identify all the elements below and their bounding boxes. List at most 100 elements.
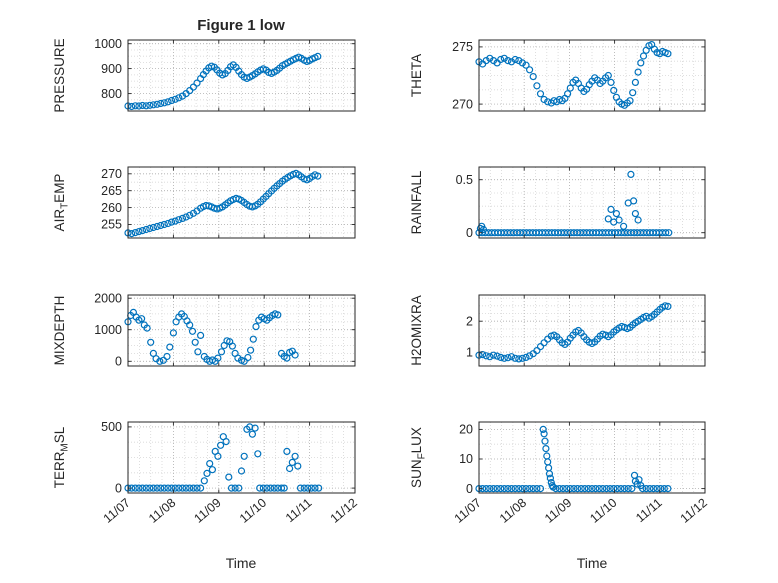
xlabel-time-right: Time bbox=[577, 555, 608, 571]
y-tick-label: 0 bbox=[115, 481, 122, 495]
data-point-marker bbox=[196, 484, 205, 492]
ylabel-text: MIXDEPTH bbox=[52, 296, 67, 366]
data-point-marker bbox=[486, 353, 494, 361]
data-point-marker bbox=[283, 354, 291, 362]
minor-grid bbox=[127, 295, 356, 366]
data-point-marker bbox=[602, 484, 611, 493]
tick-marks bbox=[478, 295, 706, 366]
data-point-marker bbox=[540, 95, 548, 104]
data-point-marker bbox=[164, 219, 172, 228]
data-point-marker bbox=[504, 57, 512, 65]
data-point-marker bbox=[231, 484, 239, 492]
data-point-marker bbox=[228, 342, 237, 350]
data-point-marker bbox=[581, 484, 589, 493]
data-point-marker bbox=[280, 484, 288, 492]
data-point-marker bbox=[311, 484, 319, 492]
data-points-sun-flux bbox=[475, 425, 672, 493]
x-tick-label: 11/09 bbox=[191, 496, 223, 526]
ylabel-text: AIR bbox=[52, 209, 67, 232]
axes-box bbox=[127, 39, 356, 112]
data-point-marker bbox=[617, 484, 625, 493]
data-point-marker bbox=[639, 484, 647, 493]
data-point-marker bbox=[160, 220, 168, 229]
data-point-marker bbox=[237, 467, 246, 475]
data-point-marker bbox=[274, 311, 282, 319]
data-point-marker bbox=[497, 484, 505, 493]
data-point-marker bbox=[256, 484, 264, 492]
data-point-marker bbox=[156, 357, 164, 365]
data-point-marker bbox=[631, 78, 639, 87]
data-point-marker bbox=[246, 346, 255, 354]
data-point-marker bbox=[610, 86, 618, 95]
y-tick-label: 10 bbox=[459, 452, 473, 466]
y-tick-label: 20 bbox=[459, 423, 473, 437]
y-tick-label: 2 bbox=[466, 314, 473, 328]
data-point-marker bbox=[482, 484, 490, 493]
data-point-marker bbox=[153, 484, 161, 492]
data-point-marker bbox=[291, 452, 299, 460]
data-point-marker bbox=[214, 452, 222, 460]
subplot-terr-msl: 0 500 11/07 11/08 11/09 11/10 11/11 11/12 bbox=[101, 420, 360, 526]
data-point-marker bbox=[300, 484, 308, 492]
ylabel-text: TERR bbox=[52, 451, 67, 488]
data-point-marker bbox=[307, 484, 315, 492]
data-point-marker bbox=[263, 484, 271, 492]
data-point-marker bbox=[131, 228, 139, 237]
data-point-marker bbox=[518, 484, 527, 493]
data-point-marker bbox=[536, 484, 545, 493]
data-point-marker bbox=[240, 452, 248, 460]
data-point-marker bbox=[482, 352, 490, 360]
data-point-marker bbox=[160, 484, 168, 492]
data-point-marker bbox=[500, 354, 508, 362]
data-point-marker bbox=[522, 484, 530, 493]
axes-box bbox=[478, 39, 706, 112]
data-point-marker bbox=[167, 96, 176, 105]
ylabel-sunflux: SUNFLUX bbox=[409, 427, 428, 488]
axes-box bbox=[127, 421, 356, 494]
y-tick-label: 1000 bbox=[94, 37, 122, 51]
data-point-marker bbox=[634, 68, 642, 76]
tick-marks bbox=[478, 167, 706, 238]
x-tick-label: 11/09 bbox=[542, 496, 574, 526]
data-point-marker bbox=[552, 484, 560, 493]
data-point-marker bbox=[489, 57, 498, 65]
data-point-marker bbox=[291, 351, 299, 359]
data-point-marker bbox=[486, 54, 494, 62]
data-point-marker bbox=[646, 484, 654, 493]
data-point-marker bbox=[649, 484, 658, 493]
tick-marks bbox=[478, 40, 706, 111]
ylabel-text: LUX bbox=[409, 427, 424, 453]
data-point-marker bbox=[267, 484, 275, 492]
data-point-marker bbox=[540, 339, 548, 347]
data-point-marker bbox=[613, 484, 621, 493]
data-point-marker bbox=[595, 484, 603, 493]
subplot-grid: 8009001000255260265270010002000050011/07… bbox=[94, 37, 710, 526]
data-point-marker bbox=[559, 484, 567, 493]
x-tick-label: 11/11 bbox=[633, 496, 665, 526]
data-points-air-temp bbox=[124, 169, 322, 238]
data-point-marker bbox=[633, 480, 641, 488]
data-point-marker bbox=[555, 484, 564, 493]
data-point-marker bbox=[131, 102, 139, 110]
y-tick-label: 1000 bbox=[94, 323, 122, 337]
data-point-marker bbox=[642, 484, 650, 493]
data-point-marker bbox=[178, 484, 187, 492]
x-tick-label: 11/12 bbox=[678, 496, 710, 526]
y-tick-label: 0 bbox=[466, 226, 473, 240]
data-point-marker bbox=[507, 484, 516, 493]
xlabel-time-left: Time bbox=[226, 555, 257, 571]
major-grid bbox=[127, 167, 356, 238]
data-point-marker bbox=[570, 484, 578, 493]
data-point-marker bbox=[138, 101, 147, 110]
x-tick-label: 11/08 bbox=[146, 496, 178, 526]
data-point-marker bbox=[138, 315, 146, 323]
data-point-marker bbox=[653, 484, 661, 493]
data-point-marker bbox=[222, 438, 230, 446]
data-point-marker bbox=[189, 484, 198, 492]
data-point-marker bbox=[217, 348, 226, 356]
data-point-marker bbox=[288, 458, 296, 467]
data-point-marker bbox=[314, 52, 322, 60]
ylabel-text: EMP bbox=[52, 174, 67, 203]
subplot-sun-flux: 0 10 20 11/07 11/08 11/09 11/10 11/11 11/12 bbox=[452, 421, 710, 526]
